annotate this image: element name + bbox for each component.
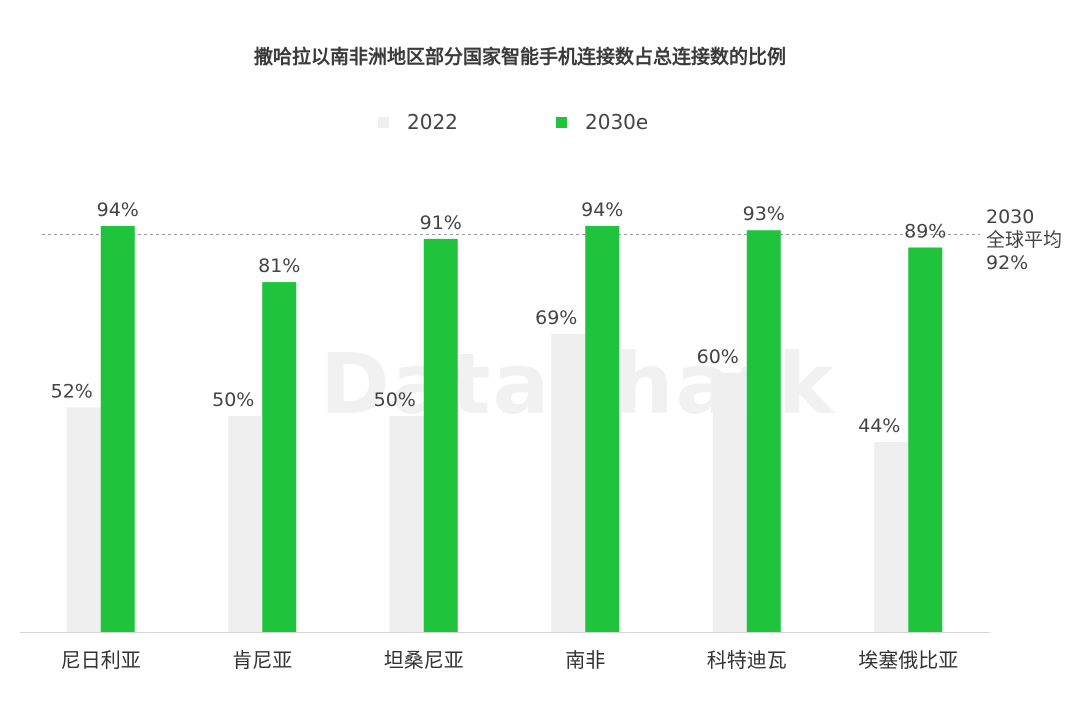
data-label-2022-3: 69% [535,307,577,329]
reference-label-line-3: 92% [986,252,1029,274]
chart-title: 撒哈拉以南非洲地区部分国家智能手机连接数占总连接数的比例 [253,46,786,68]
legend-swatch-2022 [378,116,389,128]
reference-line-label: 2030 全球平均 92% [986,206,1062,275]
data-label-2030e-5: 89% [904,221,946,243]
legend-swatch-2030e [556,116,567,128]
legend-label-2030e: 2030e [585,110,649,134]
bar-2022-5 [874,441,909,632]
category-label-3: 南非 [565,648,605,672]
bar-2030e-1 [262,282,297,632]
bar-2022-1 [228,416,263,632]
data-label-2022-0: 52% [51,380,93,402]
bar-2030e-4 [746,230,781,633]
reference-label-line-1: 2030 [986,206,1035,228]
data-label-2022-5: 44% [858,415,900,437]
bar-2022-2 [389,416,424,632]
bar-2022-3 [551,333,586,632]
reference-label-line-2: 全球平均 [986,229,1063,251]
data-label-2030e-2: 91% [420,212,462,234]
category-label-1: 肯尼亚 [232,648,292,672]
category-label-4: 科特迪瓦 [707,648,787,672]
bar-2030e-5 [908,247,943,632]
chart-legend: 2022 2030e [0,110,1040,140]
legend-item-2022: 2022 [378,110,458,134]
legend-item-2030e: 2030e [556,110,648,134]
bar-2030e-3 [585,225,620,633]
bar-2030e-2 [423,238,458,632]
data-label-2030e-1: 81% [258,255,300,277]
bar-2022-4 [712,372,747,632]
bar-2030e-0 [100,225,135,633]
category-label-5: 埃塞俄比亚 [858,648,958,672]
category-label-2: 坦桑尼亚 [384,648,464,672]
bar-2022-0 [66,407,101,632]
category-label-0: 尼日利亚 [61,648,141,672]
data-label-2030e-4: 93% [743,203,785,225]
data-label-2022-2: 50% [374,389,416,411]
data-label-2022-4: 60% [697,346,739,368]
data-label-2022-1: 50% [212,389,254,411]
data-label-2030e-3: 94% [581,199,623,221]
legend-label-2022: 2022 [407,110,458,134]
data-label-2030e-0: 94% [97,199,139,221]
